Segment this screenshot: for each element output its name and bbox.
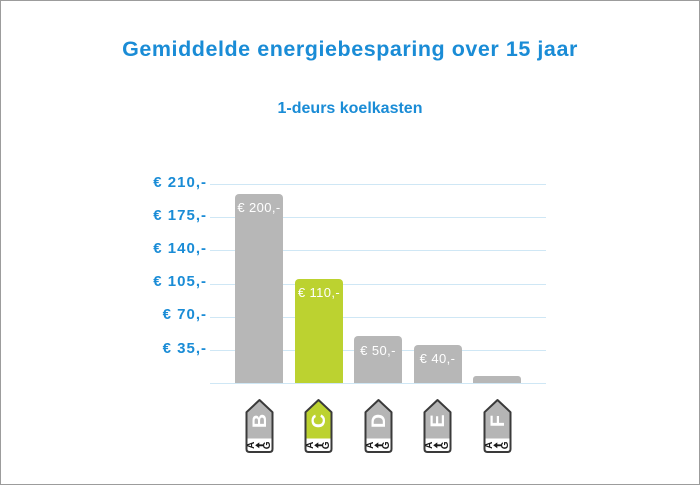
svg-text:C: C	[308, 413, 330, 427]
svg-text:A: A	[305, 441, 316, 448]
svg-text:F: F	[486, 414, 508, 426]
svg-text:D: D	[367, 413, 389, 427]
svg-text:A: A	[484, 441, 495, 448]
svg-text:G: G	[440, 441, 451, 449]
svg-text:B: B	[248, 413, 270, 427]
svg-text:A: A	[246, 441, 257, 448]
svg-text:A: A	[424, 441, 435, 448]
svg-text:G: G	[262, 441, 273, 449]
svg-text:G: G	[500, 441, 511, 449]
svg-text:A: A	[365, 441, 376, 448]
svg-text:G: G	[321, 441, 332, 449]
svg-text:E: E	[427, 414, 449, 427]
svg-text:G: G	[381, 441, 392, 449]
